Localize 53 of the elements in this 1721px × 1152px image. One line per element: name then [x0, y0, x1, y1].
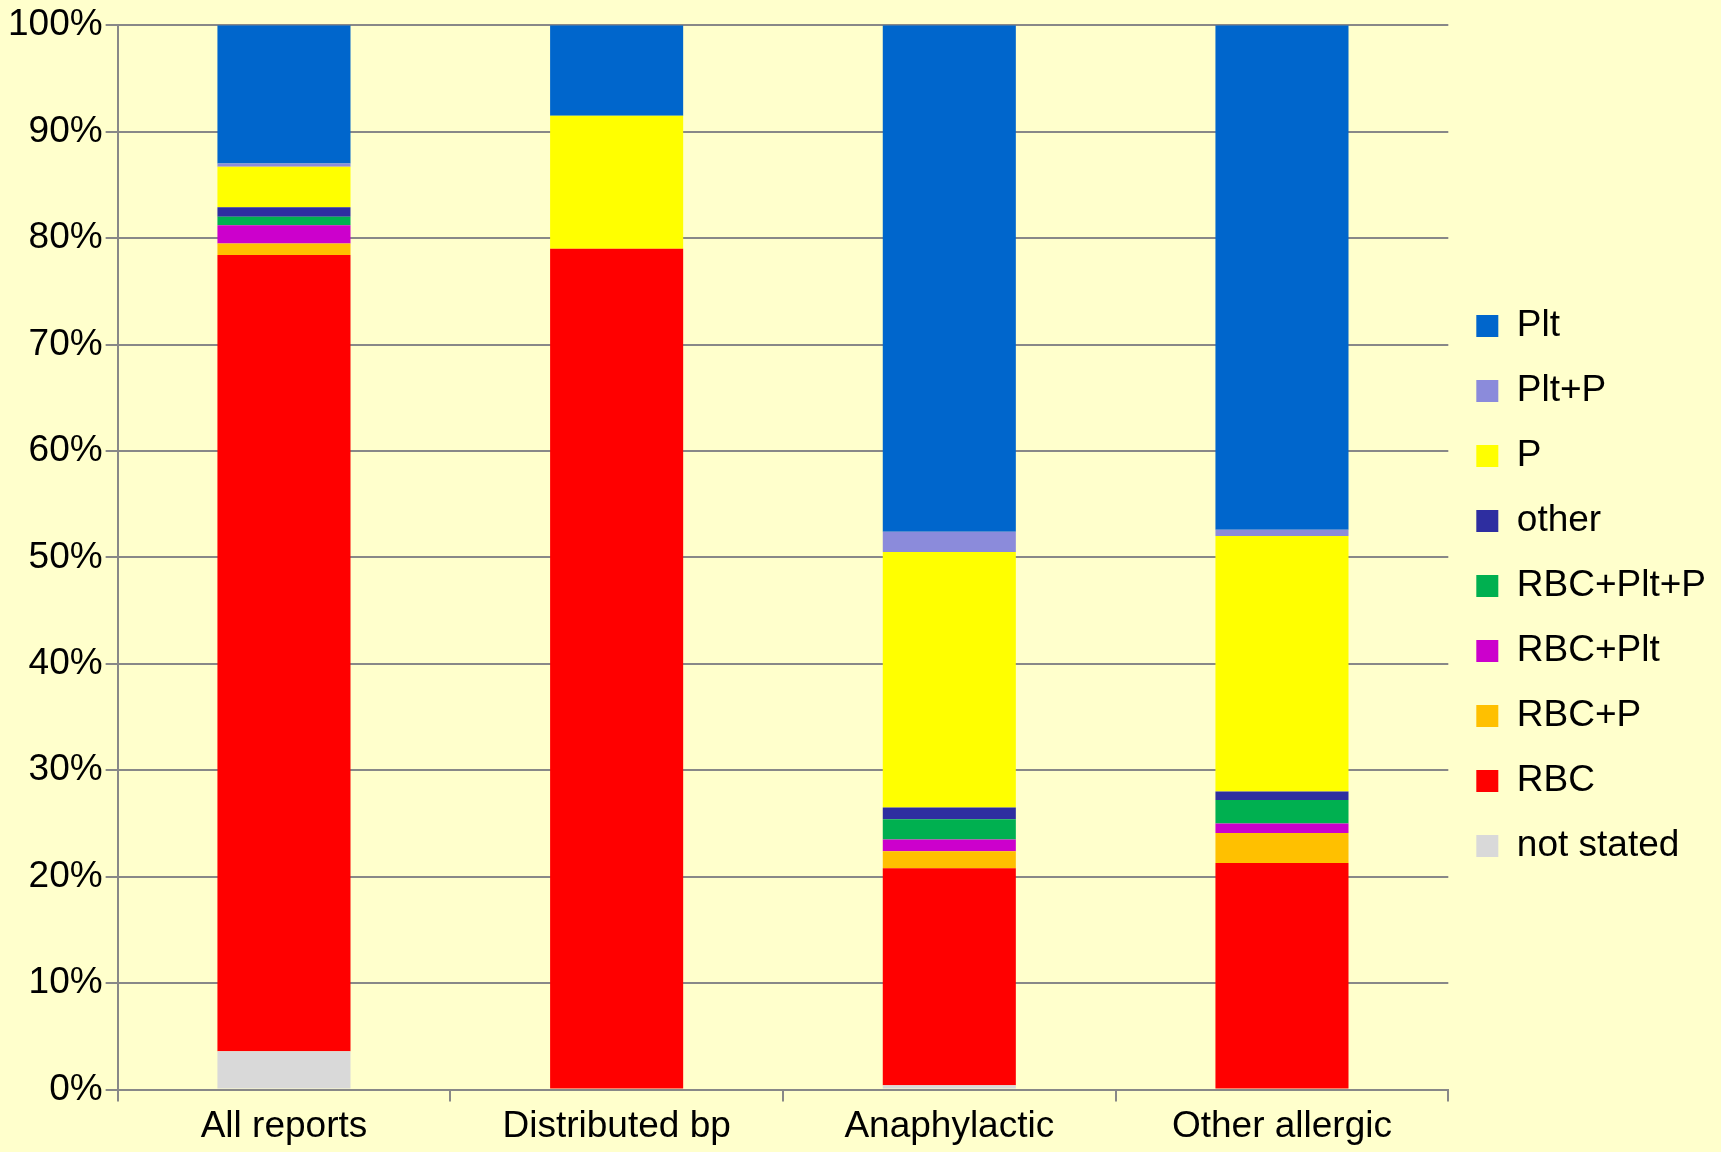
x-tick-label: Other allergic — [1171, 1104, 1392, 1145]
bar — [882, 807, 1016, 820]
legend-label: RBC+P — [1516, 693, 1642, 735]
y-tick-label: 60% — [28, 428, 103, 470]
y-tick-label: 70% — [28, 321, 103, 363]
y-tick-label: 0% — [49, 1066, 103, 1108]
legend-label: RBC+Plt — [1516, 628, 1661, 670]
bar — [1215, 833, 1349, 863]
y-tick-label: 10% — [28, 960, 103, 1002]
bar — [1215, 536, 1349, 792]
bar — [217, 225, 351, 244]
y-tick-label: 50% — [28, 534, 103, 576]
bar — [882, 839, 1016, 852]
x-tick-label: Distributed bp — [502, 1104, 731, 1145]
y-tick-label: 20% — [28, 853, 103, 895]
bar — [882, 1085, 1016, 1089]
x-tick-label: All reports — [200, 1104, 368, 1145]
bar — [882, 819, 1016, 840]
bar — [882, 552, 1016, 808]
bar — [550, 115, 684, 249]
legend-label: other — [1516, 498, 1602, 540]
bar — [882, 868, 1016, 1086]
y-tick-label: 80% — [28, 215, 103, 257]
bar — [882, 851, 1016, 869]
legend-label: Plt — [1516, 303, 1561, 345]
bar — [217, 166, 351, 208]
bar — [217, 1051, 351, 1089]
bar — [550, 248, 684, 1089]
y-tick-label: 30% — [28, 747, 103, 789]
bar — [217, 243, 351, 256]
y-tick-label: 40% — [28, 641, 103, 683]
bar — [1215, 862, 1349, 1089]
legend-label: P — [1516, 433, 1542, 475]
bar — [1215, 529, 1349, 537]
bar — [882, 25, 1016, 532]
bar — [217, 207, 351, 217]
bar — [1215, 800, 1349, 824]
legend-label: Plt+P — [1516, 368, 1607, 410]
legend-label: RBC+Plt+P — [1516, 563, 1707, 605]
bar — [1215, 791, 1349, 801]
bar — [217, 25, 351, 164]
bar — [882, 531, 1016, 553]
legend-label: not stated — [1516, 823, 1680, 865]
bar — [1215, 823, 1349, 834]
bar — [217, 163, 351, 167]
bar — [550, 25, 684, 116]
bar — [217, 216, 351, 226]
bar — [1215, 25, 1349, 530]
y-tick-label: 90% — [28, 108, 103, 150]
y-tick-label: 100% — [7, 2, 103, 44]
bar — [217, 255, 351, 1052]
x-tick-label: Anaphylactic — [844, 1104, 1055, 1145]
legend-label: RBC — [1516, 758, 1595, 800]
